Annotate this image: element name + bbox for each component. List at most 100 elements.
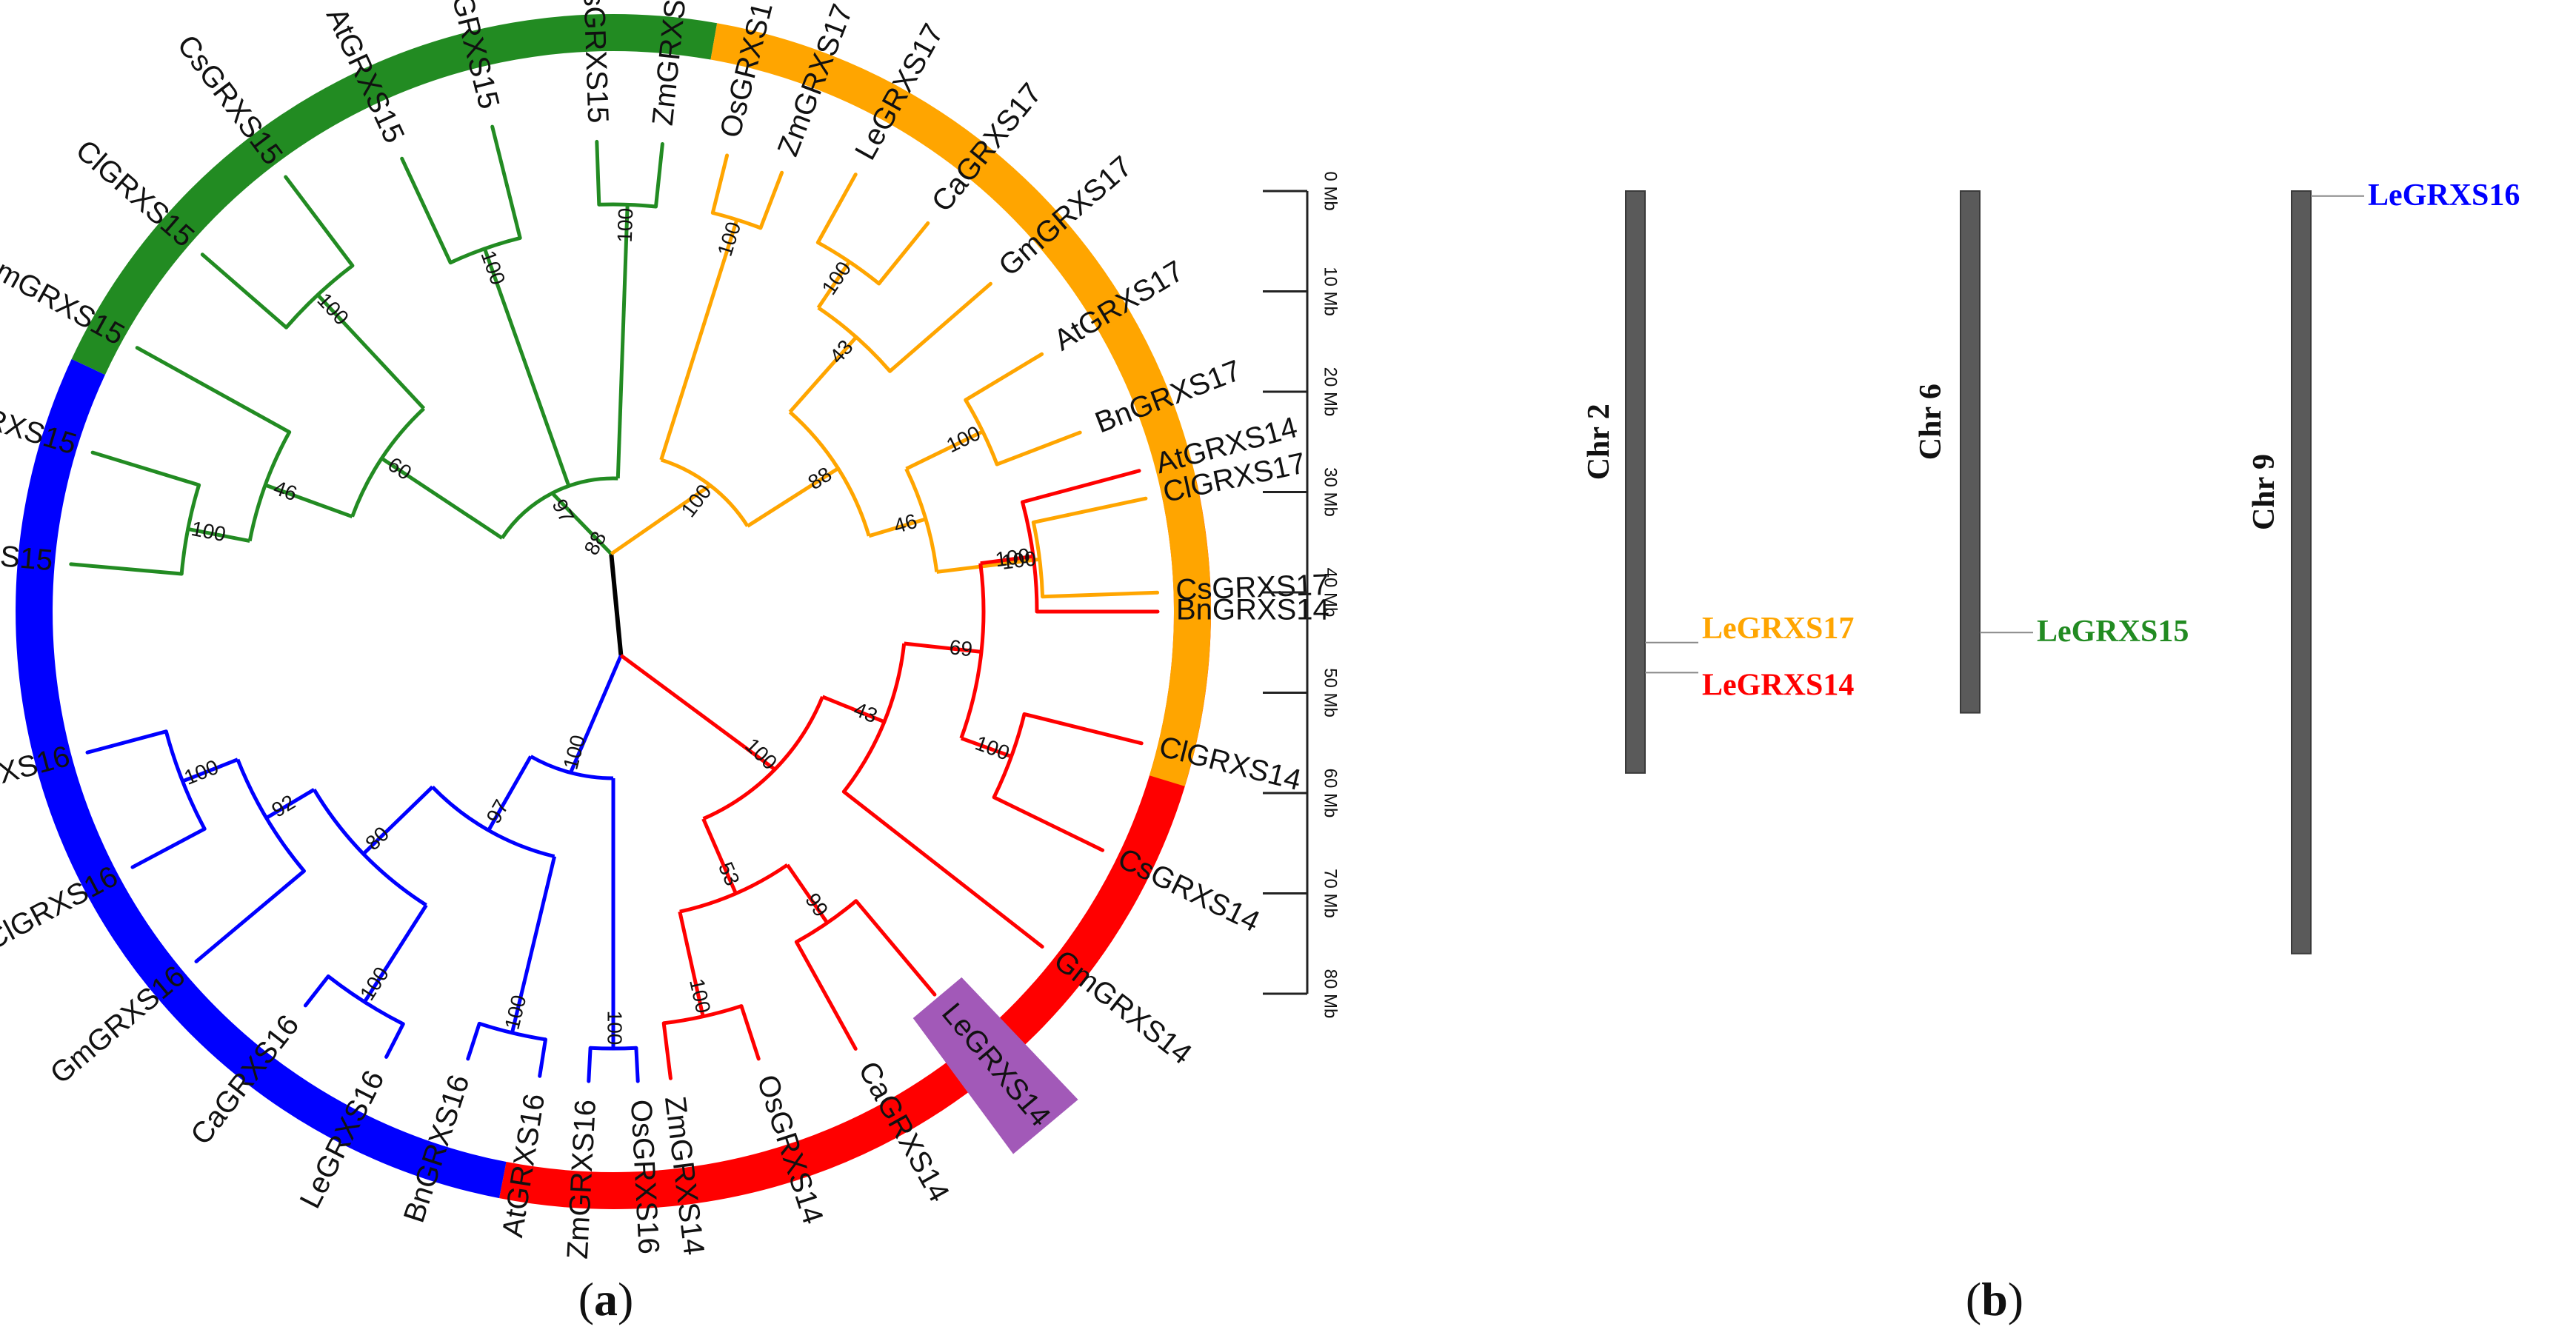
internal-branch — [936, 557, 1041, 574]
internal-branch — [786, 863, 829, 924]
clade-arc — [164, 731, 207, 830]
clade-arc — [702, 695, 824, 820]
bootstrap-value-0: 97 — [547, 495, 578, 526]
scale-tick-label: 70 Mb — [1321, 869, 1341, 918]
clade-arc — [431, 785, 555, 859]
clade-arc — [179, 484, 201, 575]
bootstrap-value-13: 100 — [943, 421, 984, 457]
internal-branch — [659, 218, 739, 461]
ring-arc-grxs17 — [710, 23, 1211, 786]
scale-tick-label: 10 Mb — [1321, 267, 1341, 316]
clade-arc — [450, 235, 521, 264]
clade-arc — [795, 899, 858, 944]
clade-arc — [236, 758, 306, 872]
clade-arc — [679, 863, 789, 914]
leaf-osgrxs15: OsGRXS15 — [576, 0, 614, 124]
clade-arc — [500, 476, 618, 540]
branch-gmgrxs15 — [135, 346, 292, 435]
branch-cagrxs17 — [877, 221, 930, 286]
chromosome-map-panel: 0 Mb 10 Mb 20 Mb 30 Mb 40 Mb 50 Mb 60 Mb 70 Mb 8… — [1263, 171, 2520, 1325]
bootstrap-value-14: 100 — [1001, 546, 1038, 573]
bootstrap-value-3: 100 — [190, 517, 228, 546]
clade-arc — [788, 410, 871, 537]
clade-arc — [964, 398, 999, 465]
bootstrap-value-2: 46 — [270, 476, 300, 506]
branch-zmgrxs16 — [587, 1046, 593, 1083]
scale-tick-label: 60 Mb — [1321, 769, 1341, 818]
internal-branch — [265, 788, 316, 820]
clade-arc — [992, 713, 1027, 798]
panel-a-label: (a) — [578, 1273, 634, 1325]
internal-branch — [904, 641, 982, 654]
branch-atgrxs17 — [964, 352, 1044, 402]
internal-branch — [264, 483, 353, 519]
clade-arc — [327, 974, 404, 1026]
bootstrap-value-15: 100 — [559, 732, 590, 772]
internal-branch — [678, 911, 705, 1017]
clade-stem-grxs16 — [569, 655, 623, 774]
clade-arc — [660, 458, 750, 527]
internal-branch — [363, 904, 428, 1003]
bootstrap-value-30: 100 — [685, 977, 715, 1015]
bootstrap-value-12: 46 — [891, 509, 920, 538]
gene-label-legrxs16: LeGRXS16 — [2368, 178, 2520, 213]
leaf-bngrxs14: BnGRXS14 — [1176, 594, 1329, 626]
clade-stem-grxs17 — [610, 484, 712, 556]
internal-branch — [905, 429, 984, 471]
bootstrap-value-22: 100 — [604, 1011, 627, 1046]
internal-branch — [615, 204, 630, 479]
clade-arc — [817, 306, 892, 372]
bootstrap-value-6: 100 — [613, 207, 638, 243]
bootstrap-value-21: 100 — [500, 993, 530, 1032]
bootstrap-value-27: 100 — [972, 732, 1013, 765]
internal-branch — [316, 293, 426, 410]
clade-arc — [959, 563, 986, 739]
leaf-zmgrxs16: ZmGRXS16 — [561, 1099, 602, 1260]
clade-arc — [590, 1046, 637, 1051]
internal-branch — [380, 456, 504, 540]
branch-bngrxs17 — [995, 430, 1082, 466]
clade-arc — [663, 1004, 742, 1026]
branch-gmgrxs17 — [888, 281, 992, 373]
highlighted-leaf-box — [912, 977, 1078, 1154]
chromosome-bar-chr-6 — [1960, 190, 1981, 714]
ring-arc-grxs15 — [71, 14, 718, 375]
leaf-gmgrxs14: GmGRXS14 — [1048, 944, 1198, 1071]
internal-branch — [788, 335, 858, 414]
bootstrap-value-25: 69 — [948, 635, 973, 661]
internal-branch — [821, 695, 885, 724]
clade-arc — [1031, 521, 1045, 597]
bootstrap-value-8: 100 — [713, 219, 746, 259]
branch-legrxs15 — [69, 562, 184, 576]
internal-branch — [868, 517, 927, 538]
bootstrap-value-root: 88 — [580, 528, 611, 559]
internal-branch — [816, 261, 851, 309]
branch-osgrxs14 — [739, 1004, 761, 1061]
clade-arc — [842, 643, 907, 793]
clade-arc — [478, 1022, 546, 1042]
phylogenetic-tree-panel: LeGRXS15CaGRXS15GmGRXS15ClGRXS15CsGRXS15… — [0, 0, 1329, 1325]
highlight-layer — [912, 977, 1078, 1154]
chromosome-label-chr-2: Chr 2 — [1582, 404, 1616, 480]
internal-branch — [701, 817, 738, 894]
gene-label-legrxs17: LeGRXS17 — [1702, 612, 1854, 646]
branch-osgrxs15 — [595, 139, 601, 207]
internal-branch — [361, 785, 434, 855]
branch-atgrxs16 — [538, 1037, 547, 1078]
branch-osgrxs16 — [634, 1046, 640, 1083]
branch-csgrxs16 — [85, 729, 168, 755]
scale-tick-label: 20 Mb — [1321, 367, 1341, 417]
scale-tick-label: 50 Mb — [1321, 668, 1341, 718]
bootstrap-value-28: 53 — [714, 859, 744, 889]
clade-arc — [530, 755, 614, 780]
panel-b-label: (b) — [1966, 1273, 2023, 1325]
branch-csgrxs14 — [992, 795, 1105, 852]
internal-branch — [483, 247, 571, 487]
clade-arc — [817, 241, 881, 285]
branch-cagrxs14 — [794, 940, 858, 1051]
scale-tick-label: 40 Mb — [1321, 568, 1341, 618]
clade-arc — [284, 264, 354, 329]
branch-csgrxs17 — [1041, 590, 1160, 599]
branch-zmgrxs15 — [654, 142, 664, 209]
branch-osgrxs17 — [710, 153, 730, 215]
